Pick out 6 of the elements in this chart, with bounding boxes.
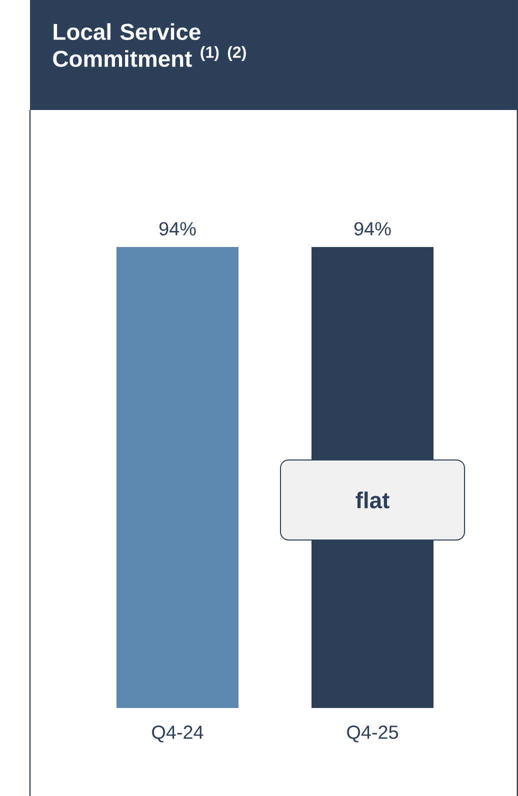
x-tick-label: Q4-24 [152, 726, 204, 742]
data-label: 94% [354, 222, 391, 236]
data-label: 94% [159, 222, 196, 236]
x-tick-label: Q4-25 [347, 726, 398, 742]
annotation: flat [356, 492, 390, 508]
chart-title: Local Service Commitment $^{(1) (2)}$ [53, 23, 246, 67]
